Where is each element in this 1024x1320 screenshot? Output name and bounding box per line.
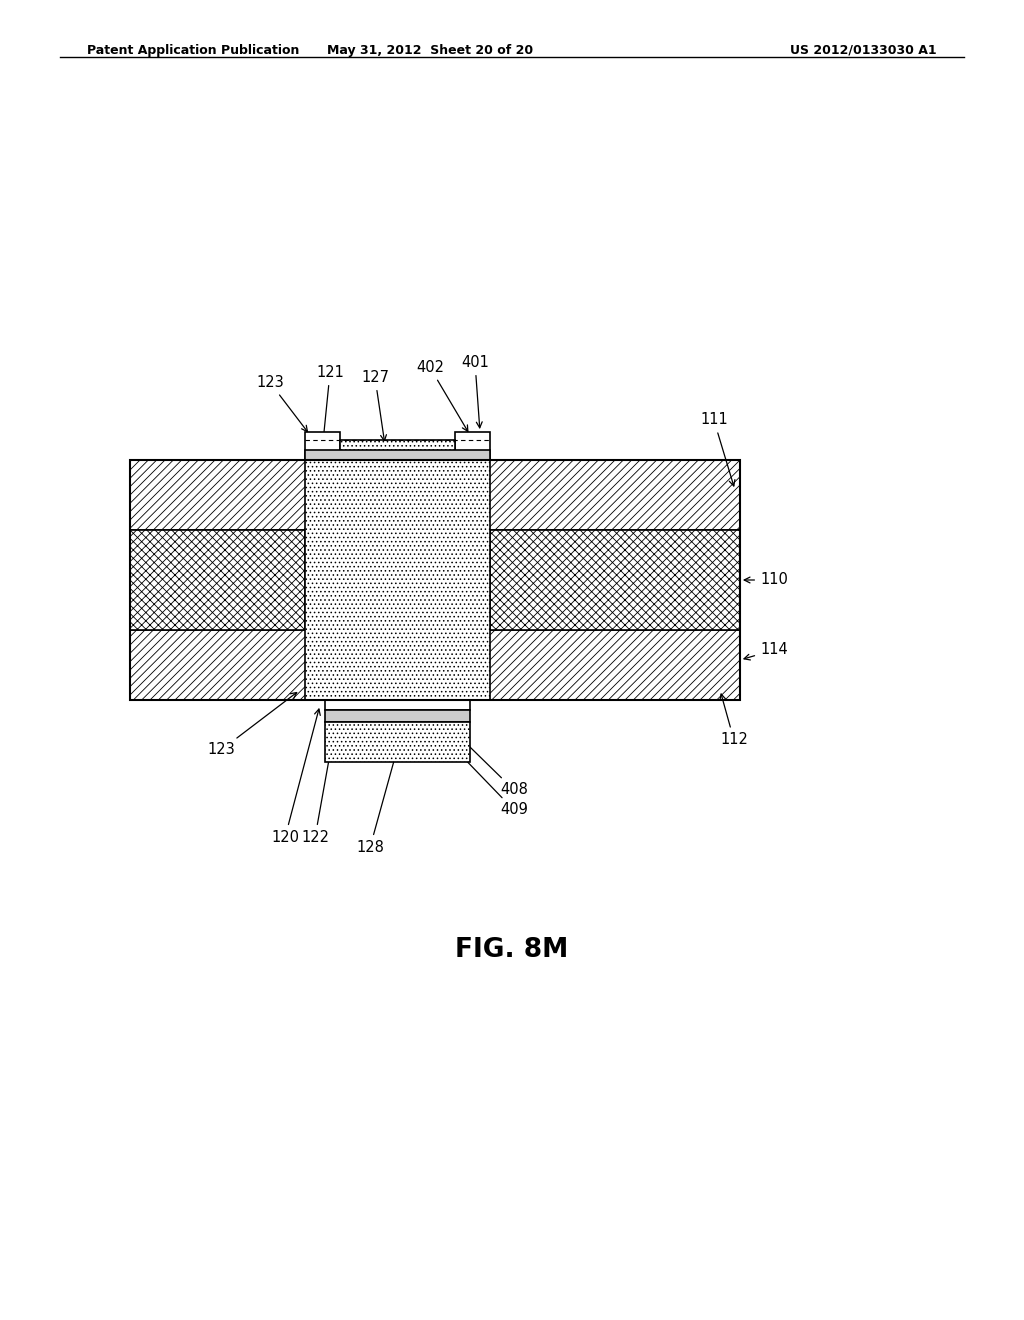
- Text: 111: 111: [700, 412, 735, 486]
- Bar: [325, 722, 470, 762]
- Text: 128: 128: [356, 754, 397, 855]
- Text: 408: 408: [430, 708, 528, 797]
- Bar: [130, 531, 305, 630]
- Text: 127: 127: [361, 370, 389, 441]
- Text: 120: 120: [271, 709, 321, 845]
- Text: 114: 114: [744, 643, 787, 660]
- Bar: [325, 710, 470, 722]
- Text: 112: 112: [720, 694, 748, 747]
- Bar: [340, 440, 455, 459]
- Text: 123: 123: [207, 693, 297, 758]
- Text: 402: 402: [416, 360, 468, 432]
- Text: 122: 122: [301, 719, 338, 845]
- Bar: [305, 432, 340, 459]
- Bar: [490, 531, 740, 630]
- Text: US 2012/0133030 A1: US 2012/0133030 A1: [791, 44, 937, 57]
- Text: 123: 123: [256, 375, 307, 432]
- Bar: [305, 459, 490, 700]
- Text: 401: 401: [461, 355, 488, 428]
- Text: FIG. 8M: FIG. 8M: [456, 937, 568, 964]
- Bar: [130, 459, 740, 531]
- Text: 110: 110: [744, 573, 787, 587]
- Bar: [455, 432, 490, 459]
- Text: Patent Application Publication: Patent Application Publication: [87, 44, 299, 57]
- Text: 121: 121: [316, 366, 344, 447]
- Text: May 31, 2012  Sheet 20 of 20: May 31, 2012 Sheet 20 of 20: [327, 44, 534, 57]
- Bar: [130, 459, 740, 700]
- Text: 409: 409: [430, 723, 528, 817]
- Bar: [325, 700, 470, 710]
- Bar: [130, 630, 740, 700]
- Bar: [305, 450, 490, 459]
